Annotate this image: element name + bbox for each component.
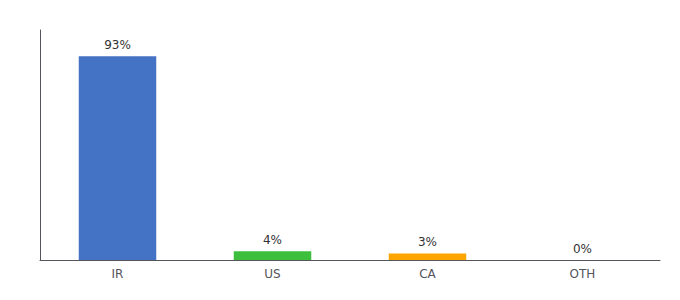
- svg-text:IR: IR: [112, 267, 124, 281]
- svg-text:0%: 0%: [573, 242, 592, 256]
- svg-text:93%: 93%: [104, 38, 131, 52]
- svg-text:OTH: OTH: [570, 267, 596, 281]
- svg-text:US: US: [264, 267, 280, 281]
- svg-text:3%: 3%: [418, 235, 437, 249]
- svg-text:CA: CA: [419, 267, 436, 281]
- svg-text:4%: 4%: [263, 233, 282, 247]
